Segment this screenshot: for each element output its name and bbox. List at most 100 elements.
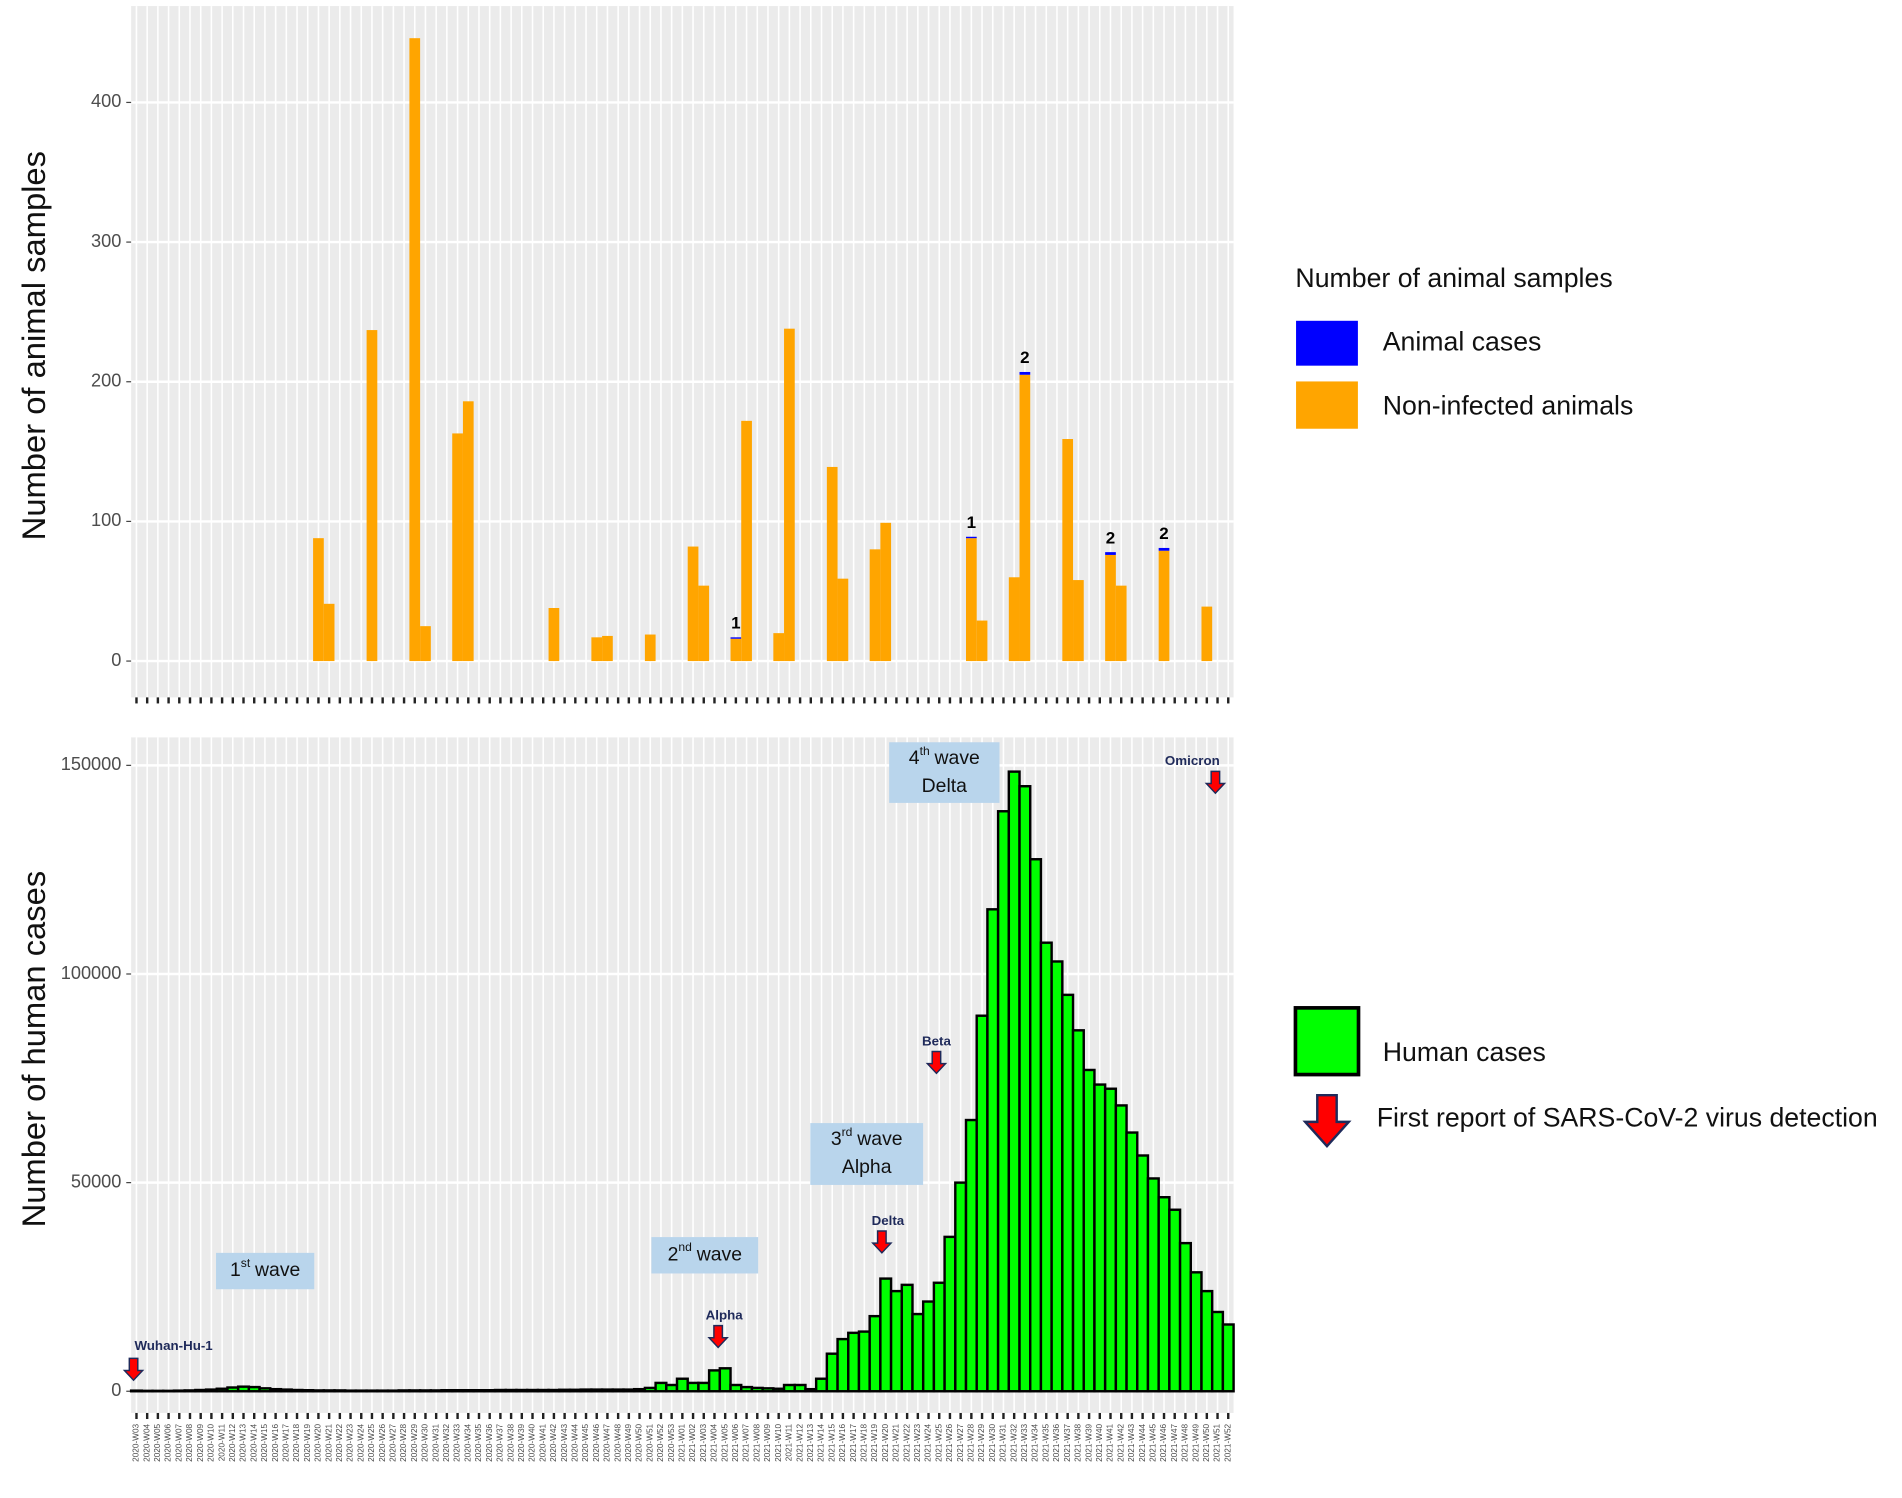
- wave-number: 1: [230, 1259, 241, 1281]
- bar: [559, 1390, 570, 1391]
- bar: [827, 1354, 838, 1392]
- bar: [731, 637, 742, 638]
- bar: [773, 1389, 784, 1392]
- x-tick-label: 2020-W07: [174, 1423, 183, 1461]
- bar: [195, 1390, 206, 1391]
- y-tick-label: 50000: [71, 1171, 122, 1191]
- x-tick-label: 2021-W43: [1127, 1423, 1136, 1461]
- data-label: 2: [1020, 348, 1029, 367]
- bar: [1020, 375, 1031, 661]
- bar: [709, 1370, 720, 1391]
- bar: [634, 1389, 645, 1391]
- legend-arrow: [1305, 1095, 1349, 1146]
- y-tick-label: 100000: [61, 963, 122, 983]
- bar: [377, 1391, 388, 1392]
- x-tick-label: 2020-W28: [399, 1423, 408, 1461]
- y-tick-label: 300: [91, 231, 121, 251]
- bar: [1127, 1133, 1138, 1392]
- bar: [1062, 995, 1073, 1391]
- bar: [1105, 552, 1116, 555]
- x-tick-label: 2020-W37: [496, 1423, 505, 1461]
- bar: [367, 330, 378, 661]
- x-tick-label: 2020-W09: [196, 1423, 205, 1461]
- bar: [1159, 1197, 1170, 1391]
- bar: [420, 1390, 431, 1391]
- bar: [420, 626, 431, 661]
- y-tick-label: 400: [91, 91, 121, 111]
- bar: [1105, 1089, 1116, 1392]
- x-tick-label: 2021-W15: [827, 1423, 836, 1461]
- x-tick-label: 2021-W50: [1202, 1423, 1211, 1461]
- bar: [859, 1332, 870, 1392]
- x-tick-label: 2020-W11: [217, 1423, 226, 1461]
- x-tick-label: 2021-W05: [720, 1423, 729, 1461]
- bar: [431, 1390, 442, 1391]
- bar: [1201, 607, 1212, 661]
- bar: [581, 1390, 592, 1392]
- x-tick-label: 2021-W28: [967, 1423, 976, 1461]
- x-tick-label: 2021-W07: [742, 1423, 751, 1461]
- bar: [1084, 1070, 1095, 1391]
- x-tick-label: 2021-W04: [710, 1423, 719, 1461]
- bar: [409, 38, 420, 661]
- bar: [249, 1387, 260, 1391]
- wave-suffix: th: [920, 744, 930, 758]
- x-tick-label: 2020-W18: [292, 1423, 301, 1461]
- wave-suffix: nd: [678, 1240, 691, 1254]
- legend-label: First report of SARS-CoV-2 virus detecti…: [1377, 1102, 1878, 1132]
- bar: [1030, 859, 1041, 1391]
- bar: [784, 1385, 795, 1391]
- y-tick-label: 0: [111, 1380, 121, 1400]
- data-label: 1: [731, 613, 740, 632]
- bar: [987, 909, 998, 1391]
- bar: [731, 1385, 742, 1391]
- bar: [880, 1279, 891, 1392]
- bar: [399, 1390, 410, 1391]
- x-tick-label: 2020-W03: [132, 1423, 141, 1461]
- bar: [720, 1368, 731, 1391]
- wave-variant: Delta: [922, 775, 967, 797]
- bar: [538, 1390, 549, 1391]
- bar: [784, 329, 795, 661]
- variant-label: Omicron: [1165, 753, 1220, 768]
- x-tick-label: 2021-W09: [763, 1423, 772, 1461]
- x-tick-label: 2021-W22: [902, 1423, 911, 1461]
- x-tick-label: 2021-W38: [1074, 1423, 1083, 1461]
- x-tick-label: 2020-W06: [164, 1423, 173, 1461]
- x-tick-label: 2021-W03: [699, 1423, 708, 1461]
- bar: [1116, 1105, 1127, 1391]
- legend-swatch: [1295, 381, 1358, 430]
- bar: [1041, 943, 1052, 1392]
- x-tick-label: 2021-W31: [999, 1423, 1008, 1461]
- x-tick-label: 2020-W32: [442, 1423, 451, 1461]
- x-tick-label: 2020-W13: [239, 1423, 248, 1461]
- bar: [1020, 372, 1031, 375]
- x-tick-label: 2021-W26: [945, 1423, 954, 1461]
- bar: [1105, 555, 1116, 661]
- x-tick-label: 2021-W02: [688, 1423, 697, 1461]
- bar: [1180, 1243, 1191, 1391]
- x-tick-label: 2021-W41: [1106, 1423, 1115, 1461]
- bar: [966, 1120, 977, 1391]
- bar: [324, 604, 335, 661]
- bar: [880, 523, 891, 661]
- y-tick-label: 100: [91, 510, 121, 530]
- bar: [955, 1183, 966, 1392]
- x-tick-label: 2020-W40: [528, 1423, 537, 1461]
- x-tick-label: 2020-W35: [474, 1423, 483, 1461]
- bar: [773, 633, 784, 661]
- bar: [848, 1333, 859, 1391]
- x-tick-label: 2021-W40: [1095, 1423, 1104, 1461]
- x-tick-label: 2020-W33: [453, 1423, 462, 1461]
- wave-variant: Alpha: [842, 1156, 892, 1178]
- x-tick-label: 2020-W53: [667, 1423, 676, 1461]
- bar: [805, 1389, 816, 1391]
- bar: [302, 1390, 313, 1391]
- x-tick-label: 2021-W44: [1138, 1423, 1147, 1461]
- legend-swatch: [1295, 320, 1358, 366]
- bar: [292, 1390, 303, 1391]
- bar: [688, 1383, 699, 1391]
- x-tick-label: 2020-W19: [303, 1423, 312, 1461]
- bar: [549, 1390, 560, 1391]
